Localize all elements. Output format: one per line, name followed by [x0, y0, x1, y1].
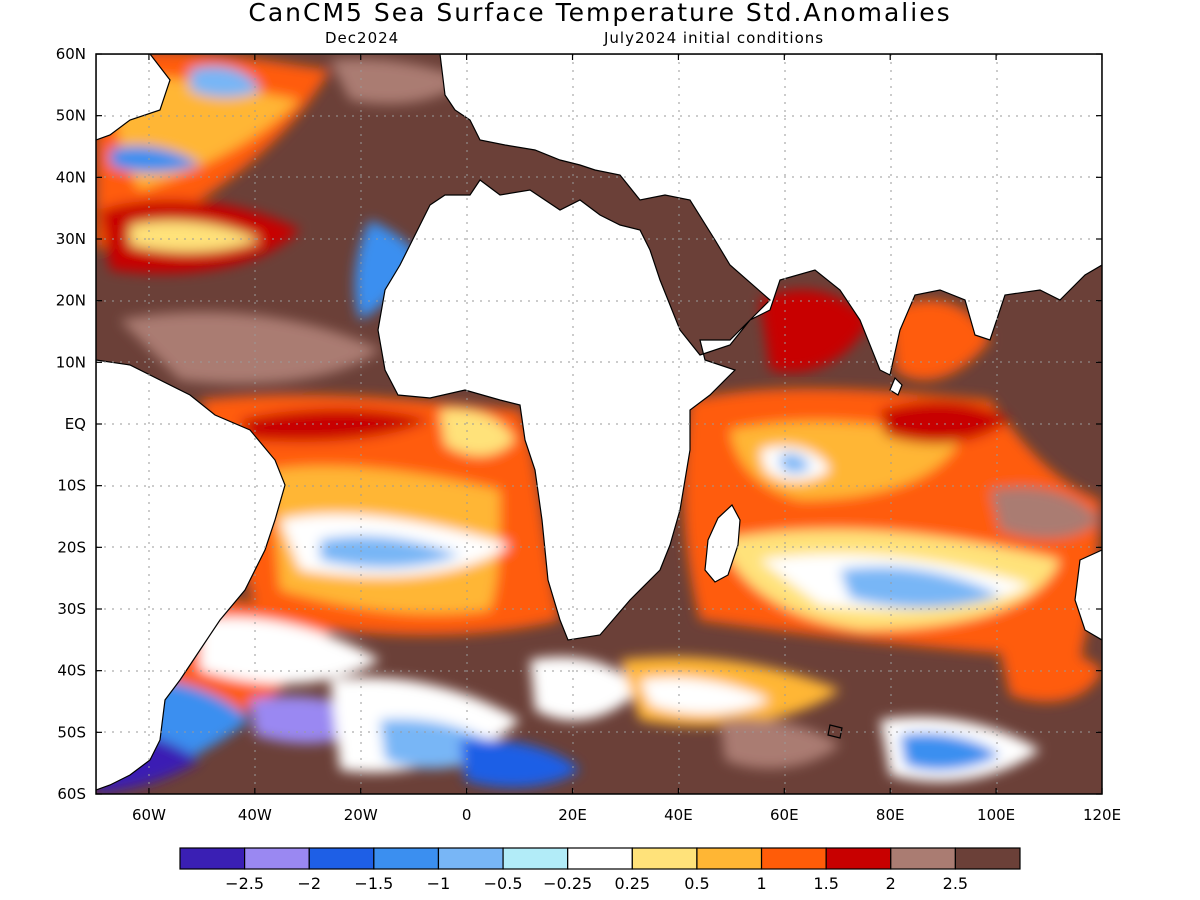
lat-tick-label: 20N [56, 292, 86, 310]
colorbar-label: −0.5 [484, 874, 523, 893]
lon-tick-label: 0 [462, 806, 472, 824]
sst-anomaly-field [96, 54, 1102, 794]
colorbar-label: 0.5 [684, 874, 709, 893]
colorbar-swatch [567, 847, 633, 870]
lat-tick-label: 10N [56, 353, 86, 371]
lon-tick-label: 100E [977, 806, 1015, 824]
colorbar-label: 2.5 [943, 874, 968, 893]
colorbar-swatch [890, 847, 956, 870]
colorbar-label: 2 [886, 874, 896, 893]
lon-tick-label: 60W [132, 806, 166, 824]
map-title: CanCM5 Sea Surface Temperature Std.Anoma… [248, 0, 952, 27]
forecast-month: Dec2024 [325, 29, 400, 47]
lat-tick-label: 50S [57, 723, 86, 741]
lon-tick-label: 60E [770, 806, 799, 824]
colorbar: −2.5 −2 −1.5 −1 −0.5 −0.25 0.25 0.5 1 1.5 2 2.5 [179, 847, 1021, 893]
colorbar-swatch [308, 847, 375, 870]
colorbar-label: −1 [427, 874, 451, 893]
lat-tick-label: 60N [56, 45, 86, 63]
colorbar-swatch [760, 847, 827, 870]
colorbar-swatch [954, 847, 1021, 870]
colorbar-swatch [631, 847, 698, 870]
colorbar-swatch [437, 847, 504, 870]
lat-tick-label: 10S [57, 477, 86, 495]
lat-tick-label: 30N [56, 230, 86, 248]
colorbar-swatch [696, 847, 763, 870]
colorbar-label: 1 [756, 874, 766, 893]
axis-ticks: 60N 50N 40N 30N 20N 10N EQ 10S 20S 30S 40S 50S 60S 60… [56, 45, 1121, 824]
colorbar-label: −2 [297, 874, 321, 893]
lat-tick-label: 30S [57, 600, 86, 618]
lon-tick-label: 20W [344, 806, 378, 824]
lon-tick-label: 20E [558, 806, 587, 824]
colorbar-swatch [179, 847, 246, 870]
colorbar-swatch [825, 847, 892, 870]
lat-tick-label: 60S [57, 785, 86, 803]
lat-tick-label: 50N [56, 107, 86, 125]
colorbar-swatch [244, 847, 310, 870]
colorbar-label: −1.5 [354, 874, 393, 893]
colorbar-swatch [502, 847, 569, 870]
lon-tick-label: 40W [238, 806, 272, 824]
lon-tick-label: 40E [664, 806, 693, 824]
lat-tick-label: 20S [57, 538, 86, 556]
lat-tick-label: EQ [65, 415, 86, 433]
gridlines [96, 54, 1102, 794]
lon-tick-label: 120E [1083, 806, 1121, 824]
colorbar-label: −2.5 [225, 874, 264, 893]
lon-tick-label: 80E [876, 806, 905, 824]
lat-tick-label: 40N [56, 168, 86, 186]
colorbar-label: 0.25 [614, 874, 650, 893]
lat-tick-label: 40S [57, 662, 86, 680]
colorbar-swatch [373, 847, 440, 870]
initial-conditions: July2024 initial conditions [604, 29, 825, 47]
colorbar-label: −0.25 [543, 874, 592, 893]
colorbar-label: 1.5 [813, 874, 838, 893]
land-masses [96, 54, 1102, 791]
